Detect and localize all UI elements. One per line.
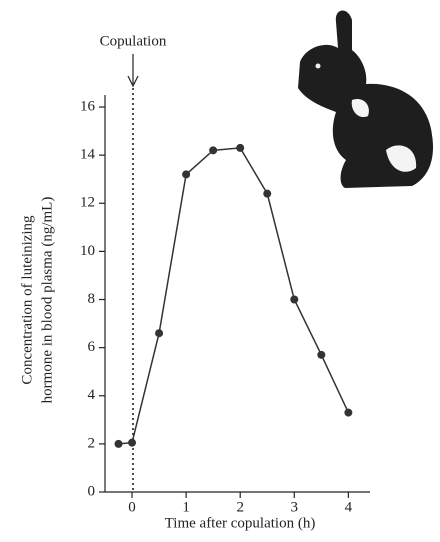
y-tick-label: 0 bbox=[88, 483, 96, 499]
data-point bbox=[290, 295, 299, 304]
y-tick-label: 8 bbox=[88, 291, 96, 307]
data-line bbox=[118, 147, 350, 445]
data-point bbox=[155, 329, 164, 338]
x-tick-label: 4 bbox=[345, 499, 353, 515]
y-tick-label: 10 bbox=[80, 243, 95, 259]
x-tick-label: 1 bbox=[182, 499, 190, 515]
rabbit-highlight bbox=[351, 98, 417, 172]
data-point bbox=[344, 408, 353, 417]
x-tick-label: 0 bbox=[128, 499, 136, 515]
rabbit-body bbox=[298, 10, 434, 188]
data-point bbox=[182, 170, 191, 179]
data-point bbox=[236, 143, 245, 152]
y-axis-label: Concentration of luteinizing bbox=[19, 215, 35, 385]
data-point bbox=[263, 189, 272, 198]
arrow-head bbox=[127, 75, 139, 88]
y-tick-label: 12 bbox=[80, 195, 95, 211]
data-point bbox=[128, 438, 137, 447]
data-point bbox=[209, 146, 218, 155]
y-tick-label: 14 bbox=[80, 147, 96, 163]
y-tick-label: 4 bbox=[88, 387, 96, 403]
rabbit-eye bbox=[315, 63, 321, 69]
x-tick-label: 3 bbox=[291, 499, 299, 515]
y-tick-label: 16 bbox=[80, 98, 96, 114]
y-tick-label: 2 bbox=[88, 435, 96, 451]
x-axis-label: Time after copulation (h) bbox=[165, 515, 316, 531]
data-point bbox=[114, 439, 123, 448]
data-point bbox=[317, 350, 326, 359]
x-tick-label: 2 bbox=[236, 499, 244, 515]
rabbit-illustration bbox=[298, 10, 434, 188]
y-tick-label: 6 bbox=[88, 339, 96, 355]
y-axis-label: hormone in blood plasma (ng/mL) bbox=[39, 197, 55, 404]
annotation: Copulation bbox=[100, 33, 167, 49]
